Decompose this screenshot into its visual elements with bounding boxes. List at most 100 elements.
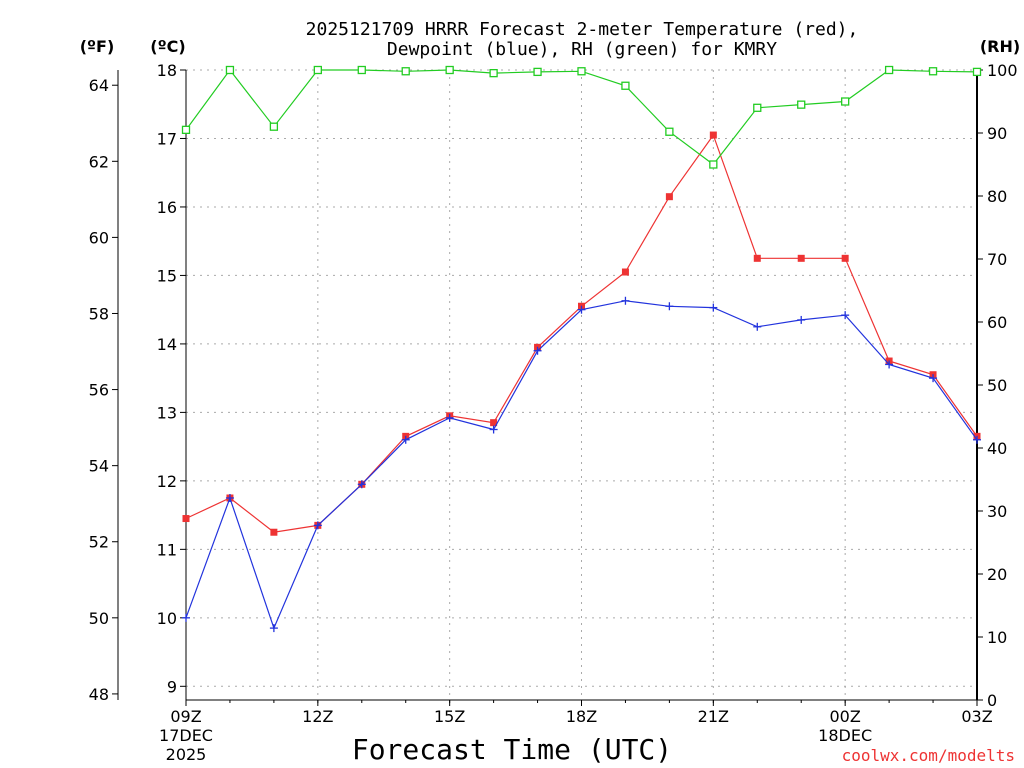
rh-point xyxy=(181,125,191,134)
rh-point xyxy=(533,67,542,77)
temperature-point xyxy=(665,193,673,201)
rh-unit-label: (RH) xyxy=(980,37,1020,56)
rh-point xyxy=(709,160,718,169)
temperature-point xyxy=(490,419,498,427)
rh-tick-label: 80 xyxy=(987,187,1007,206)
x-tick-label: 00Z xyxy=(830,707,861,726)
celsius-tick-label: 17 xyxy=(157,129,177,148)
rh-point xyxy=(753,103,762,112)
dewpoint-point xyxy=(665,302,674,311)
rh-point xyxy=(665,127,674,136)
rh-point xyxy=(621,81,630,90)
temperature-point xyxy=(841,254,849,262)
rh-point xyxy=(313,65,322,75)
x-tick-label: 21Z xyxy=(698,707,729,726)
credit-text: coolwx.com/modelts xyxy=(842,746,1015,765)
rh-tick-label: 60 xyxy=(987,313,1007,332)
dewpoint-point xyxy=(709,303,718,312)
dewpoint-point xyxy=(313,521,322,530)
data-series xyxy=(181,65,982,633)
dewpoint-point xyxy=(621,296,630,305)
grid-lines xyxy=(185,69,978,700)
celsius-tick-label: 14 xyxy=(157,335,177,354)
temperature-point xyxy=(797,254,805,262)
temperature-point xyxy=(621,268,629,276)
celsius-tick-label: 13 xyxy=(157,403,177,422)
dewpoint-point xyxy=(533,346,542,355)
series-rh xyxy=(181,65,982,169)
temperature-point xyxy=(270,528,278,536)
x-axis-title: Forecast Time (UTC) xyxy=(352,733,672,766)
rh-point xyxy=(972,67,982,77)
temperature-point xyxy=(753,254,761,262)
dewpoint-point xyxy=(225,493,234,502)
fahrenheit-tick-label: 52 xyxy=(89,533,109,552)
rh-point xyxy=(225,65,235,75)
fahrenheit-tick-label: 60 xyxy=(89,228,109,247)
dewpoint-point xyxy=(841,311,850,320)
dewpoint-point xyxy=(929,374,938,383)
chart-title-line-1: 2025121709 HRRR Forecast 2-meter Tempera… xyxy=(306,19,859,40)
rh-tick-label: 100 xyxy=(987,61,1018,80)
x-tick-label: 15Z xyxy=(434,707,465,726)
celsius-tick-label: 10 xyxy=(157,609,177,628)
rh-tick-label: 10 xyxy=(987,628,1007,647)
rh-point xyxy=(577,67,586,76)
dewpoint-point xyxy=(797,315,806,324)
temperature-point xyxy=(182,515,190,523)
rh-point xyxy=(797,100,806,109)
fahrenheit-tick-label: 54 xyxy=(89,457,109,476)
x-tick-label: 09Z xyxy=(170,707,201,726)
dewpoint-point xyxy=(885,360,894,369)
celsius-tick-label: 11 xyxy=(157,540,177,559)
dewpoint-point xyxy=(973,435,981,444)
rh-tick-label: 90 xyxy=(987,124,1007,143)
axes xyxy=(112,69,983,706)
rh-point xyxy=(841,97,850,106)
fahrenheit-tick-label: 48 xyxy=(89,685,109,704)
dewpoint-point xyxy=(269,624,278,633)
fahrenheit-tick-label: 62 xyxy=(89,152,109,171)
x-tick-label: 18Z xyxy=(566,707,597,726)
chart-title-line-2: Dewpoint (blue), RH (green) for KMRY xyxy=(387,39,777,60)
dewpoint-point xyxy=(489,425,498,434)
fahrenheit-tick-label: 50 xyxy=(89,609,109,628)
tick-labels: 9 10 11 12 13 14 15 16 17 18 48 50 52 54 56 58 60 62 64 0 10… xyxy=(89,61,1018,764)
rh-tick-label: 30 xyxy=(987,502,1007,521)
celsius-unit-label: (ºC) xyxy=(150,37,185,56)
dewpoint-point xyxy=(445,413,454,422)
dewpoint-point xyxy=(753,322,762,331)
temperature-line xyxy=(185,133,978,533)
x-tick-date-label: 17DEC xyxy=(159,726,213,745)
x-tick-label: 12Z xyxy=(302,707,333,726)
fahrenheit-tick-label: 56 xyxy=(89,381,109,400)
celsius-tick-label: 15 xyxy=(157,266,177,285)
dewpoint-point xyxy=(182,613,190,622)
rh-tick-label: 50 xyxy=(987,376,1007,395)
rh-point xyxy=(269,122,279,131)
rh-point xyxy=(884,65,894,75)
temperature-point xyxy=(709,131,717,139)
rh-point xyxy=(928,67,938,76)
celsius-tick-label: 12 xyxy=(157,472,177,491)
fahrenheit-tick-label: 64 xyxy=(89,76,109,95)
x-tick-date-label: 18DEC xyxy=(818,726,872,745)
rh-point xyxy=(401,67,410,76)
dewpoint-point xyxy=(401,435,410,444)
dewpoint-line xyxy=(185,300,978,630)
celsius-tick-label: 16 xyxy=(157,198,177,217)
rh-point xyxy=(445,65,454,75)
dewpoint-point xyxy=(357,480,366,489)
dewpoint-point xyxy=(577,305,586,314)
x-tick-label: 03Z xyxy=(961,707,992,726)
rh-tick-label: 20 xyxy=(987,565,1007,584)
rh-tick-label: 70 xyxy=(987,250,1007,269)
series-temperature xyxy=(182,131,981,536)
fahrenheit-tick-label: 58 xyxy=(89,304,109,323)
rh-tick-label: 40 xyxy=(987,439,1007,458)
rh-tick-label: 0 xyxy=(987,691,997,710)
rh-point xyxy=(489,69,498,78)
celsius-tick-label: 18 xyxy=(157,61,177,80)
series-dewpoint xyxy=(182,296,981,633)
